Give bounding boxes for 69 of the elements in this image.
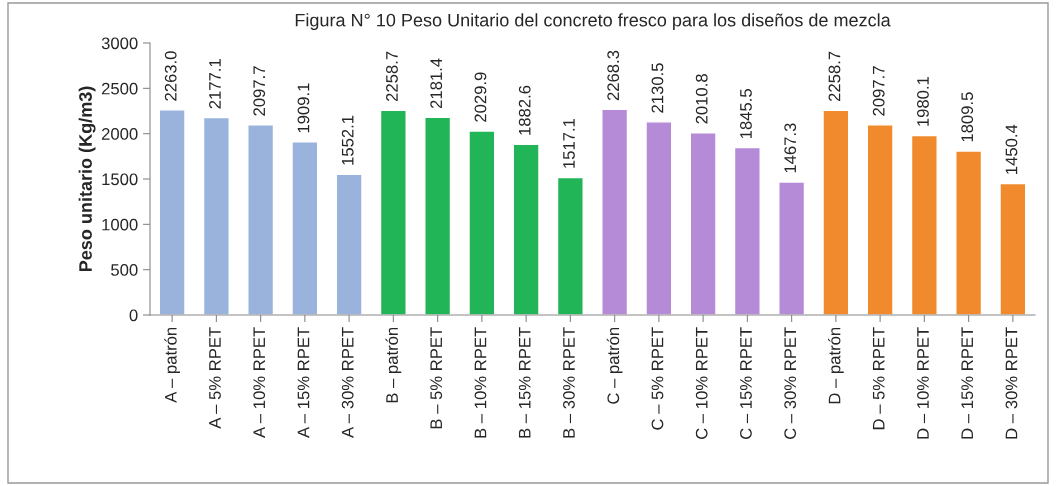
x-tick-label: B – 5% RPET bbox=[430, 327, 443, 429]
data-label: 1980.1 bbox=[917, 76, 929, 126]
bar bbox=[468, 130, 496, 315]
x-tick-label: A – 15% RPET bbox=[297, 327, 310, 438]
x-tick-label: D – 10% RPET bbox=[917, 327, 929, 439]
data-label: 1845.5 bbox=[740, 89, 752, 139]
bar bbox=[601, 108, 629, 315]
y-tick-label: 0 bbox=[129, 309, 138, 322]
bar bbox=[512, 143, 540, 315]
data-label: 2258.7 bbox=[386, 51, 398, 102]
bar bbox=[202, 116, 230, 315]
x-tick-label: C – 5% RPET bbox=[651, 327, 664, 430]
y-axis-title: Peso unitario (Kg/m3) bbox=[78, 86, 96, 272]
x-tick-label: A – patrón bbox=[164, 327, 180, 403]
chart-title: Figura N° 10 Peso Unitario del concreto fresco para los diseños de mezcla bbox=[295, 13, 891, 31]
x-tick-label: B – 15% RPET bbox=[518, 327, 531, 438]
data-label: 1467.3 bbox=[784, 123, 797, 173]
data-label: 2097.7 bbox=[872, 66, 885, 116]
data-label: 1809.5 bbox=[961, 92, 974, 142]
bar bbox=[955, 150, 983, 315]
x-tick-label: D – 15% RPET bbox=[961, 327, 974, 439]
data-label: 1909.1 bbox=[297, 83, 310, 133]
bar bbox=[379, 109, 407, 315]
data-label: 2097.7 bbox=[253, 66, 266, 116]
bar bbox=[335, 173, 363, 315]
y-tick-label: 1500 bbox=[102, 173, 138, 186]
x-tick-label: B – 30% RPET bbox=[563, 327, 575, 438]
x-tick-label: C – patrón bbox=[606, 327, 623, 404]
data-label: 2181.4 bbox=[430, 58, 443, 109]
bar bbox=[291, 141, 319, 315]
bar bbox=[247, 124, 275, 315]
bar bbox=[424, 116, 452, 315]
x-tick-label: B – patrón bbox=[385, 327, 402, 403]
bar bbox=[158, 109, 186, 315]
bar bbox=[733, 146, 761, 315]
bar bbox=[778, 181, 806, 315]
y-tick-label: 3000 bbox=[101, 37, 138, 50]
x-tick-label: B – 10% RPET bbox=[474, 327, 487, 438]
bar bbox=[822, 109, 850, 315]
y-tick-label: 2000 bbox=[101, 128, 138, 140]
x-tick-label: A – 5% RPET bbox=[209, 327, 221, 429]
x-tick-label: C – 30% RPET bbox=[784, 327, 797, 439]
x-tick-label: A – 30% RPET bbox=[341, 327, 354, 438]
data-label: 1552.1 bbox=[341, 115, 354, 165]
data-label: 2258.7 bbox=[828, 51, 841, 102]
x-tick-label: A – 10% RPET bbox=[253, 327, 266, 438]
bar bbox=[866, 124, 894, 315]
y-tick-label: 2500 bbox=[101, 82, 138, 95]
bar bbox=[910, 134, 938, 315]
data-label: 2177.1 bbox=[209, 59, 221, 109]
data-label: 2010.8 bbox=[695, 74, 708, 124]
bar bbox=[645, 121, 673, 315]
x-tick-label: D – patrón bbox=[828, 327, 844, 404]
data-label: 1517.1 bbox=[563, 118, 575, 168]
y-tick-label: 500 bbox=[111, 264, 138, 276]
bar bbox=[999, 182, 1027, 315]
data-label: 2263.0 bbox=[164, 51, 177, 101]
x-tick-label: C – 15% RPET bbox=[740, 327, 752, 439]
x-tick-label: D – 5% RPET bbox=[872, 327, 885, 430]
data-label: 1882.6 bbox=[518, 85, 531, 135]
bar bbox=[556, 176, 584, 315]
data-label: 2268.3 bbox=[607, 50, 620, 101]
x-tick-label: C – 10% RPET bbox=[695, 327, 708, 439]
data-label: 1450.4 bbox=[1005, 124, 1018, 174]
data-label: 2029.9 bbox=[474, 72, 487, 122]
data-label: 2130.5 bbox=[651, 63, 664, 113]
bar bbox=[689, 131, 717, 315]
x-tick-label: D – 30% RPET bbox=[1005, 327, 1018, 439]
y-tick-label: 1000 bbox=[102, 218, 138, 231]
